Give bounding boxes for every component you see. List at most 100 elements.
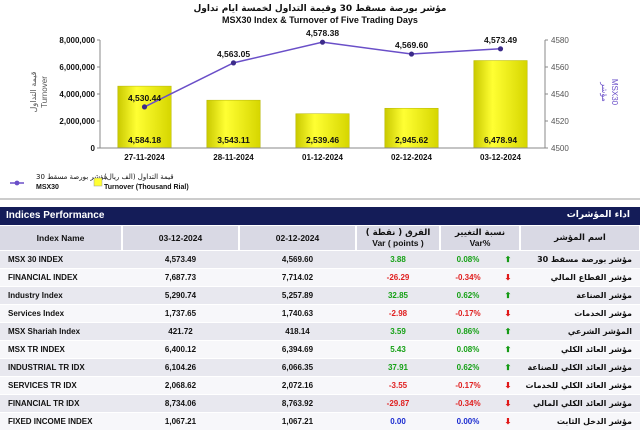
date2-value-cell: 1,067.21 bbox=[239, 412, 356, 431]
index-name-ar-cell: مؤشر الدخل الثابت bbox=[520, 412, 640, 431]
date2-value-cell: 2,072.16 bbox=[239, 376, 356, 395]
date1-value-cell: 2,068.62 bbox=[122, 376, 239, 395]
date2-value-cell: 4,569.60 bbox=[239, 250, 356, 269]
bar-value-label: 6,478.94 bbox=[484, 135, 517, 145]
y-left-tick-label: 0 bbox=[91, 144, 96, 153]
index-name-ar-cell: مؤشر العائد الكلي للصناعة bbox=[520, 358, 640, 377]
legend-bar-swatch bbox=[93, 177, 103, 187]
table-row: MSX TR INDEX 6,400.12 6,394.69 5.43 0.08% ⬆ مؤ… bbox=[0, 340, 640, 359]
var-pct-cell: -0.34% bbox=[440, 268, 496, 287]
y-left-label-ar: قيمة التداول bbox=[29, 71, 38, 112]
section-title: Indices Performance bbox=[6, 210, 105, 221]
chart-svg: مؤشر بورصة مسقط 30 وقيمة التداول لخمسة ا… bbox=[0, 4, 640, 200]
var-pct-cell: -0.17% bbox=[440, 304, 496, 323]
index-name-ar-cell: المؤشر الشرعي bbox=[520, 322, 640, 341]
legend-line-marker bbox=[14, 180, 20, 186]
date1-value-cell: 6,104.26 bbox=[122, 358, 239, 377]
table-row: FINANCIAL TR IDX 8,734.06 8,763.92 -29.87 -0… bbox=[0, 394, 640, 413]
y-right-axis: 4500 4520 4540 4560 4580 bbox=[544, 36, 569, 153]
legend: مؤشر بورصة مسقط 30 MSX30 قيمة التداول (ا… bbox=[10, 173, 189, 191]
y-right-tick-label: 4520 bbox=[551, 117, 569, 126]
index-name-cell: FINANCIAL TR IDX bbox=[0, 394, 122, 413]
arrow-up-icon: ⬆ bbox=[496, 286, 520, 305]
date1-value-cell: 5,290.74 bbox=[122, 286, 239, 305]
arrow-down-icon: ⬇ bbox=[496, 412, 520, 431]
var-pct-cell: 0.86% bbox=[440, 322, 496, 341]
index-name-ar-cell: مؤشر بورصة مسقط 30 bbox=[520, 250, 640, 269]
date1-value-cell: 4,573.49 bbox=[122, 250, 239, 269]
header-date1: 03-12-2024 bbox=[122, 226, 240, 251]
y-right-tick-label: 4580 bbox=[551, 36, 569, 45]
date1-value-cell: 421.72 bbox=[122, 322, 239, 341]
section-header: Indices Performance اداء المؤشرات bbox=[0, 207, 640, 225]
arrow-up-icon: ⬆ bbox=[496, 358, 520, 377]
line-point bbox=[497, 46, 504, 52]
date1-value-cell: 8,734.06 bbox=[122, 394, 239, 413]
header-pct-en: Var% bbox=[469, 238, 491, 248]
bar-value-label: 2,945.62 bbox=[395, 135, 428, 145]
indices-table: Index Name 03-12-2024 02-12-2024 الفرق (… bbox=[0, 226, 640, 431]
bar-series: 4,584.18 3,543.11 2,539.46 2,945.62 6,478.94 bbox=[117, 60, 528, 149]
table-body: MSX 30 INDEX 4,573.49 4,569.60 3.88 0.08% ⬆ مؤ… bbox=[0, 250, 640, 431]
section-title-ar: اداء المؤشرات bbox=[566, 210, 630, 220]
arrow-up-icon: ⬆ bbox=[496, 250, 520, 269]
index-name-cell: FINANCIAL INDEX bbox=[0, 268, 122, 287]
table-row: MSX 30 INDEX 4,573.49 4,569.60 3.88 0.08% ⬆ مؤ… bbox=[0, 250, 640, 269]
var-points-cell: 5.43 bbox=[356, 340, 440, 359]
table-header-row: Index Name 03-12-2024 02-12-2024 الفرق (… bbox=[0, 226, 640, 251]
header-var-ar: الفرق ( نقطة ) bbox=[365, 228, 431, 238]
var-points-cell: 0.00 bbox=[356, 412, 440, 431]
index-name-ar-cell: مؤشر العائد الكلي للخدمات bbox=[520, 376, 640, 395]
bar-value-label: 2,539.46 bbox=[306, 135, 339, 145]
table-row: FINANCIAL INDEX 7,687.73 7,714.02 -26.29 -0.… bbox=[0, 268, 640, 287]
y-left-tick-label: 2,000,000 bbox=[59, 117, 95, 126]
chart-area: مؤشر بورصة مسقط 30 وقيمة التداول لخمسة ا… bbox=[0, 0, 640, 200]
date2-value-cell: 8,763.92 bbox=[239, 394, 356, 413]
var-pct-cell: -0.34% bbox=[440, 394, 496, 413]
x-tick-label: 28-11-2024 bbox=[213, 153, 254, 162]
index-name-ar-cell: مؤشر العائد الكلي bbox=[520, 340, 640, 359]
header-var-pct: نسبة التغيير Var% bbox=[440, 226, 521, 251]
index-name-cell: MSX Shariah Index bbox=[0, 322, 122, 341]
date2-value-cell: 1,740.63 bbox=[239, 304, 356, 323]
legend-bar-name: Turnover (Thousand Rial) bbox=[104, 184, 189, 191]
legend-bar-name-ar: قيمة التداول (الف ريال) bbox=[104, 173, 174, 181]
date2-value-cell: 418.14 bbox=[239, 322, 356, 341]
line-point bbox=[319, 39, 326, 45]
bar bbox=[384, 107, 439, 149]
line-value-label: 4,530.44 bbox=[128, 93, 161, 103]
date1-value-cell: 6,400.12 bbox=[122, 340, 239, 359]
line-point bbox=[141, 104, 148, 110]
bar-value-label: 4,584.18 bbox=[128, 135, 161, 145]
var-points-cell: -29.87 bbox=[356, 394, 440, 413]
header-pct-ar: نسبة التغيير bbox=[454, 228, 506, 238]
legend-line-name-ar: مؤشر بورصة مسقط 30 bbox=[36, 173, 108, 181]
date2-value-cell: 6,394.69 bbox=[239, 340, 356, 359]
var-pct-cell: 0.62% bbox=[440, 286, 496, 305]
header-date2: 02-12-2024 bbox=[239, 226, 357, 251]
var-points-cell: -26.29 bbox=[356, 268, 440, 287]
arrow-up-icon: ⬆ bbox=[496, 322, 520, 341]
index-name-cell: FIXED INCOME INDEX bbox=[0, 412, 122, 431]
bar bbox=[473, 60, 528, 149]
line-value-label: 4,573.49 bbox=[484, 35, 517, 45]
header-var-en: Var ( points ) bbox=[372, 238, 424, 248]
arrow-up-icon: ⬆ bbox=[496, 340, 520, 359]
var-pct-cell: 0.08% bbox=[440, 340, 496, 359]
bar bbox=[117, 85, 172, 149]
table-row: MSX Shariah Index 421.72 418.14 3.59 0.86% ⬆ ا… bbox=[0, 322, 640, 341]
x-tick-label: 02-12-2024 bbox=[391, 153, 432, 162]
y-left-tick-label: 6,000,000 bbox=[59, 63, 95, 72]
table-row: INDUSTRIAL TR IDX 6,104.26 6,066.35 37.91 0.… bbox=[0, 358, 640, 377]
line-point bbox=[230, 60, 237, 66]
var-pct-cell: -0.17% bbox=[440, 376, 496, 395]
index-name-cell: INDUSTRIAL TR IDX bbox=[0, 358, 122, 377]
var-pct-cell: 0.08% bbox=[440, 250, 496, 269]
y-right-label-ar: مؤشر bbox=[600, 81, 609, 102]
var-pct-cell: 0.62% bbox=[440, 358, 496, 377]
table-row: FIXED INCOME INDEX 1,067.21 1,067.21 0.00 0.… bbox=[0, 412, 640, 431]
var-points-cell: 37.91 bbox=[356, 358, 440, 377]
arrow-down-icon: ⬇ bbox=[496, 394, 520, 413]
index-name-ar-cell: مؤشر الخدمات bbox=[520, 304, 640, 323]
line-value-label: 4,578.38 bbox=[306, 28, 339, 38]
